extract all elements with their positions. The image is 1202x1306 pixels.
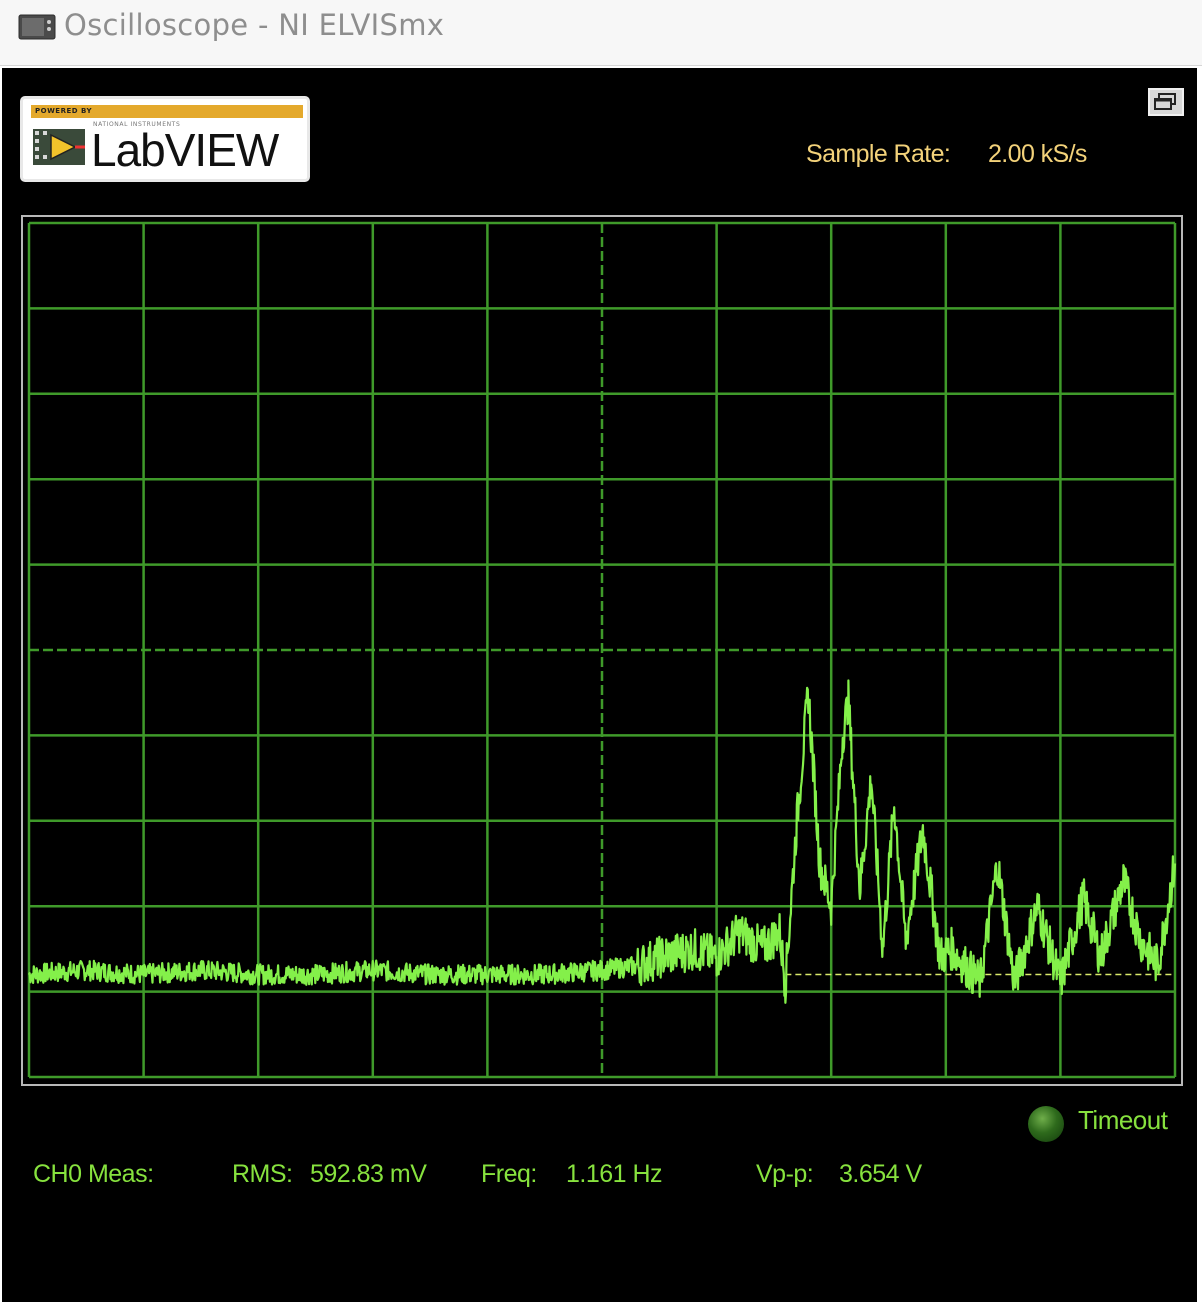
oscilloscope-app-icon (18, 14, 56, 40)
labview-logo: POWERED BY NATIONAL INSTRUMENTS LabVIEW (20, 96, 310, 182)
logo-powered-by: POWERED BY (35, 107, 93, 115)
oscilloscope-panel: POWERED BY NATIONAL INSTRUMENTS LabVIEW … (2, 68, 1197, 1302)
sample-rate-value: 2.00 kS/s (988, 140, 1087, 168)
freq-value: 1.161 Hz (566, 1160, 663, 1188)
display-frame (21, 215, 1183, 1086)
sample-rate-label: Sample Rate: (806, 140, 951, 168)
vpp-label: Vp-p: (756, 1160, 814, 1188)
channel-meas-label: CH0 Meas: (33, 1160, 154, 1188)
restore-window-button[interactable] (1148, 88, 1184, 116)
ch0-trace (28, 679, 1177, 1004)
timeout-indicator-led (1028, 1106, 1064, 1142)
labview-mark-icon (33, 129, 85, 165)
timeout-label: Timeout (1078, 1105, 1168, 1135)
logo-product: LabVIEW (91, 124, 279, 176)
restore-icon (1154, 93, 1176, 110)
logo-vendor: NATIONAL INSTRUMENTS (93, 121, 181, 128)
logo-stripe (31, 105, 303, 118)
rms-value: 592.83 mV (310, 1160, 427, 1188)
oscilloscope-display (21, 215, 1183, 1086)
rms-label: RMS: (232, 1160, 293, 1188)
vpp-value: 3.654 V (839, 1160, 922, 1188)
title-bar: Oscilloscope - NI ELVISmx (0, 0, 1202, 66)
window-title: Oscilloscope - NI ELVISmx (64, 8, 445, 42)
freq-label: Freq: (481, 1160, 537, 1188)
